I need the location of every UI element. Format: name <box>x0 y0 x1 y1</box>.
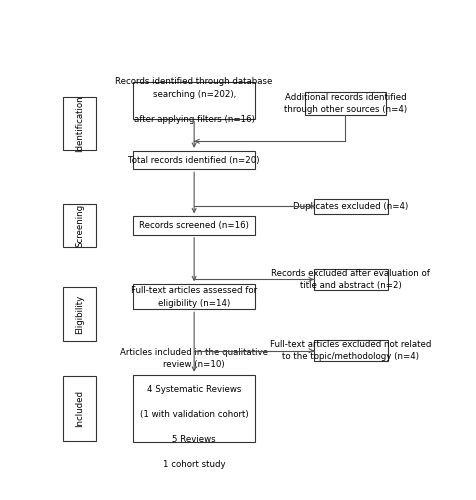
Bar <box>133 374 255 442</box>
Bar <box>63 204 96 246</box>
Bar <box>133 216 255 235</box>
Text: Records excluded after evaluation of
title and abstract (n=2): Records excluded after evaluation of tit… <box>271 268 430 290</box>
Text: Records identified through database
searching (n=202),

after applying filters (: Records identified through database sear… <box>116 77 273 124</box>
Bar <box>314 198 388 214</box>
Text: Eligibility: Eligibility <box>75 294 84 334</box>
Bar <box>314 340 388 361</box>
Text: Total records identified (n=20): Total records identified (n=20) <box>129 156 260 164</box>
Text: Full-text articles excluded not related
to the topic/methodology (n=4): Full-text articles excluded not related … <box>270 340 432 361</box>
Bar <box>63 376 96 441</box>
Text: Additional records identified
through other sources (n=4): Additional records identified through ot… <box>284 93 407 114</box>
Bar <box>133 151 255 170</box>
Text: Records screened (n=16): Records screened (n=16) <box>139 221 249 230</box>
Text: Full-text articles assessed for
eligibility (n=14): Full-text articles assessed for eligibil… <box>131 286 257 308</box>
Text: Screening: Screening <box>75 204 84 247</box>
Bar <box>133 284 255 310</box>
Text: Included: Included <box>75 390 84 427</box>
Bar <box>63 96 96 150</box>
Text: Articles included in the qualitative
review (n=10)

4 Systematic Reviews

(1 wit: Articles included in the qualitative rev… <box>120 348 268 469</box>
Bar <box>314 269 388 290</box>
Bar <box>63 287 96 341</box>
Bar <box>305 92 386 115</box>
Text: Duplicates excluded (n=4): Duplicates excluded (n=4) <box>293 202 408 211</box>
Text: Identification: Identification <box>75 95 84 152</box>
Bar <box>133 82 255 118</box>
